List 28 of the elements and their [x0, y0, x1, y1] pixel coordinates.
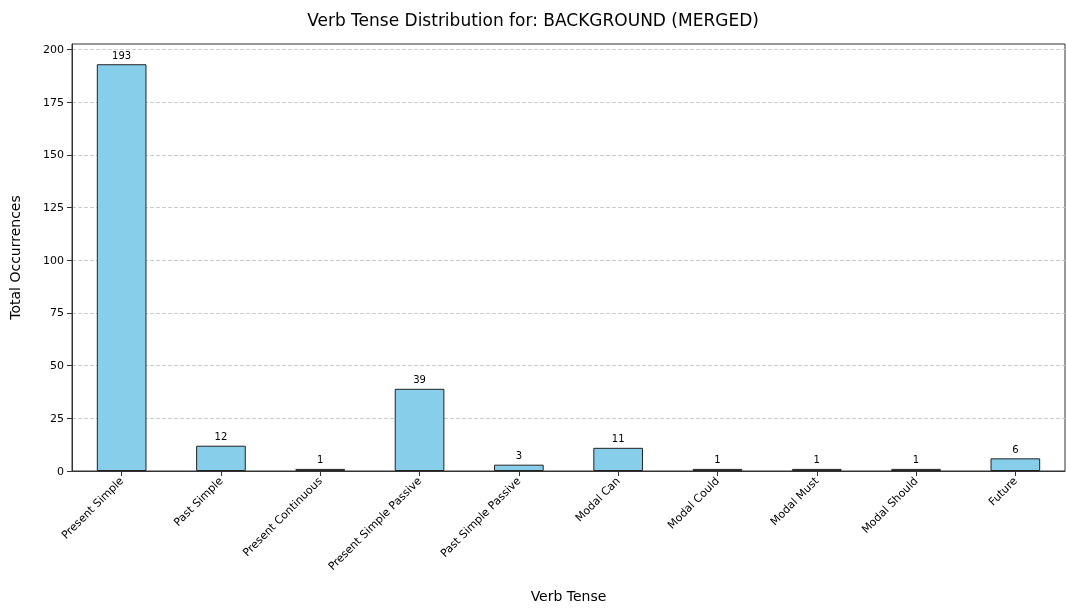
- bar: [990, 458, 1041, 471]
- data-label: 193: [112, 49, 132, 61]
- bar: [196, 445, 246, 471]
- data-label: 11: [611, 433, 625, 445]
- bar: [394, 388, 445, 471]
- y-tick-label: 25: [50, 411, 64, 425]
- data-label: 1: [714, 454, 721, 466]
- y-tick-label: 75: [50, 306, 64, 320]
- y-tick-label: 50: [50, 359, 64, 373]
- y-tick-label: 125: [43, 201, 64, 215]
- y-tick-label: 0: [57, 464, 64, 478]
- bar: [593, 447, 643, 471]
- data-label: 1: [813, 454, 820, 466]
- data-label: 3: [515, 450, 523, 462]
- data-label: 39: [413, 374, 426, 386]
- y-tick-label: 150: [43, 148, 64, 162]
- data-label: 1: [317, 454, 324, 466]
- x-axis-title: Verb Tense: [530, 588, 607, 604]
- data-label: 6: [1012, 443, 1019, 455]
- y-tick-label: 175: [43, 95, 64, 109]
- bar: [494, 464, 544, 471]
- y-axis-title: Total Occurrences: [7, 195, 23, 321]
- y-tick-label: 100: [43, 253, 64, 267]
- chart-title: Verb Tense Distribution for: BACKGROUND (MERGED): [307, 9, 759, 30]
- y-tick-label: 200: [43, 42, 64, 56]
- bar: [96, 64, 147, 471]
- data-label: 12: [214, 431, 228, 443]
- data-label: 1: [912, 454, 920, 466]
